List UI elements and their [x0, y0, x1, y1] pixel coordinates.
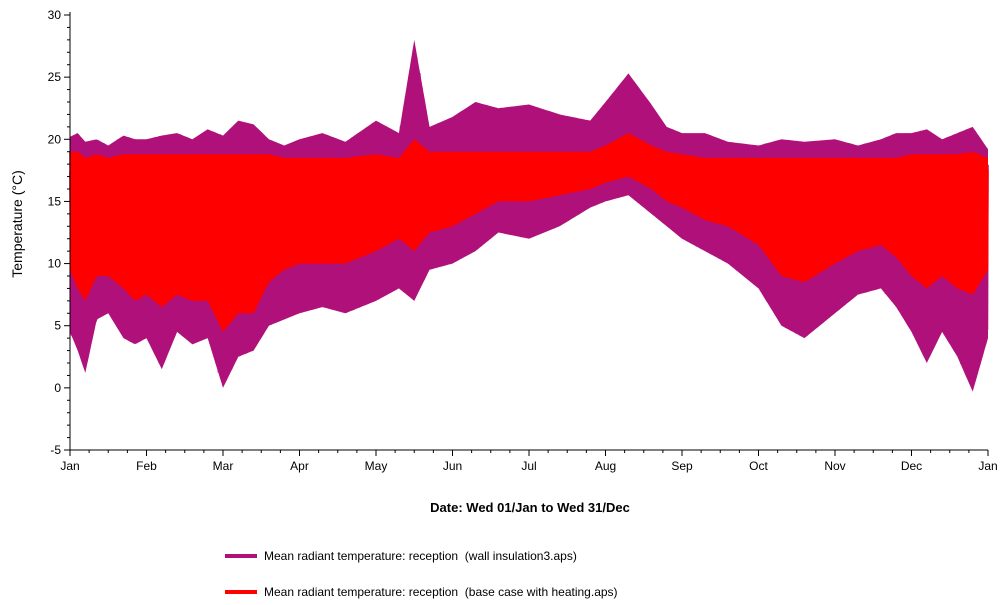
x-axis-title: Date: Wed 01/Jan to Wed 31/Dec	[430, 500, 630, 515]
x-tick-label: Dec	[901, 459, 922, 473]
legend-label-wall-insulation: Mean radiant temperature: reception (wal…	[264, 549, 577, 563]
y-tick-label: 25	[48, 70, 62, 84]
y-axis-title: Temperature (°C)	[9, 170, 25, 278]
y-ticks: 30 25 20 15 10 5 0 -5	[48, 8, 70, 457]
x-tick-label: Nov	[824, 459, 845, 473]
x-tick-label: Jul	[521, 459, 536, 473]
y-tick-label: 20	[48, 132, 62, 146]
series-layer	[69, 39, 989, 392]
y-tick-label: 15	[48, 194, 62, 208]
x-tick-label: Mar	[213, 459, 234, 473]
x-tick-label: Sep	[671, 459, 693, 473]
x-tick-label: Aug	[595, 459, 616, 473]
x-tick-label: Apr	[290, 459, 309, 473]
legend-label-base-case: Mean radiant temperature: reception (bas…	[264, 585, 618, 599]
x-tick-label: Oct	[749, 459, 768, 473]
x-tick-label: Feb	[136, 459, 157, 473]
series-trace	[69, 133, 989, 322]
y-tick-label: -5	[50, 443, 61, 457]
y-tick-label: 0	[54, 381, 61, 395]
y-tick-label: 30	[48, 8, 62, 22]
y-tick-label: 5	[54, 319, 61, 333]
x-ticks: Jan Feb Mar Apr May Jun Jul Aug Sep Oct Nov Dec Jan	[60, 450, 998, 473]
x-tick-label: Jan	[60, 459, 79, 473]
x-tick-label: Jan	[978, 459, 997, 473]
y-tick-label: 10	[48, 257, 62, 271]
legend: Mean radiant temperature: reception (wal…	[225, 549, 618, 599]
x-tick-label: Jun	[443, 459, 462, 473]
series-base-case	[69, 133, 989, 332]
x-tick-label: May	[365, 459, 388, 473]
